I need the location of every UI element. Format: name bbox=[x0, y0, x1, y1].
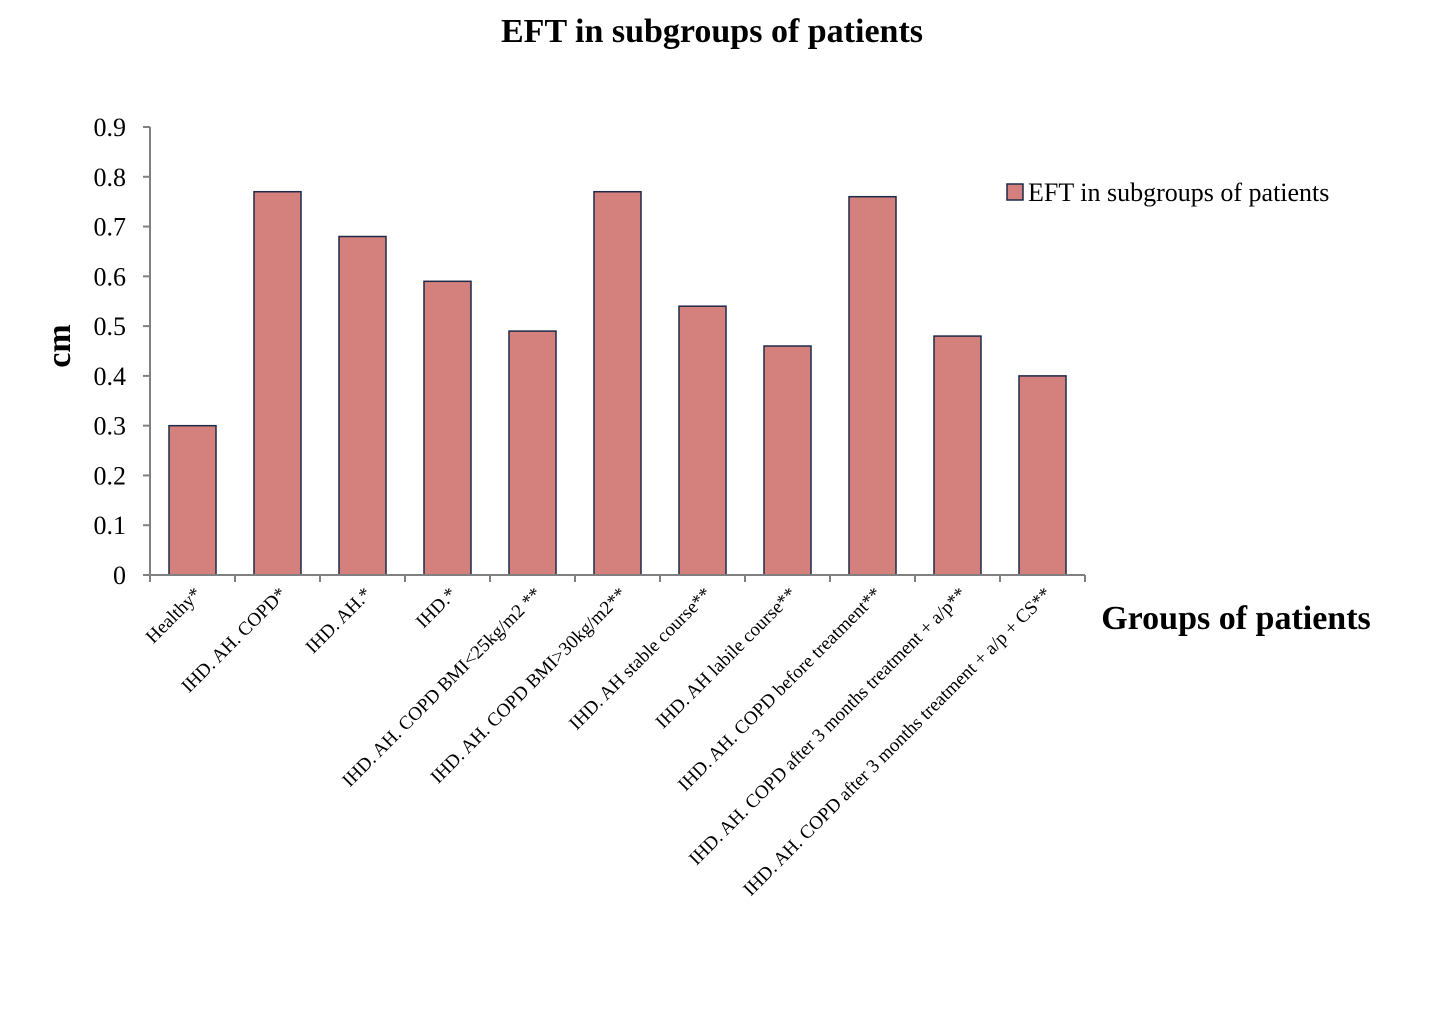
bar-6 bbox=[678, 305, 727, 576]
y-tick-label-5: 0.5 bbox=[94, 312, 127, 341]
y-tick-label-2: 0.2 bbox=[94, 461, 127, 490]
x-tick-label-3: IHD.* bbox=[412, 584, 461, 633]
legend: EFT in subgroups of patients bbox=[1006, 178, 1329, 207]
y-tick-label-9: 0.9 bbox=[94, 113, 127, 142]
x-tick-label-2: IHD. AH.* bbox=[302, 584, 376, 658]
y-ticks-group: 0 0.1 0.2 0.3 0.4 0.5 0.6 0.7 0.8 0.9 bbox=[94, 113, 150, 590]
x-tick-label-6: IHD. AH stable course** bbox=[565, 584, 716, 735]
chart-title: EFT in subgroups of patients bbox=[501, 13, 923, 50]
bar-7 bbox=[763, 345, 812, 576]
y-tick-label-0: 0 bbox=[113, 561, 126, 590]
y-tick-label-8: 0.8 bbox=[94, 163, 127, 192]
x-axis-title: Groups of patients bbox=[1101, 600, 1371, 637]
legend-label: EFT in subgroups of patients bbox=[1028, 178, 1329, 207]
bar-2 bbox=[338, 235, 387, 576]
x-tick-label-0: Healthy* bbox=[142, 584, 206, 648]
y-tick-label-4: 0.4 bbox=[94, 362, 127, 391]
bar-1 bbox=[253, 190, 302, 576]
bar-0 bbox=[168, 424, 217, 576]
bar-3 bbox=[423, 280, 472, 576]
bars-group bbox=[168, 190, 1067, 576]
bar-8 bbox=[848, 195, 897, 576]
bar-5 bbox=[593, 190, 642, 576]
axes-group bbox=[149, 127, 1085, 576]
y-axis-title: cm bbox=[41, 324, 78, 367]
bar-9 bbox=[933, 335, 982, 576]
y-tick-label-3: 0.3 bbox=[94, 412, 127, 441]
x-ticks-group: Healthy*IHD. AH. COPD* IHD. AH.* IHD.*IHD.… bbox=[142, 575, 1086, 901]
y-tick-label-1: 0.1 bbox=[94, 511, 127, 540]
legend-swatch bbox=[1006, 183, 1024, 201]
bar-10 bbox=[1018, 375, 1067, 576]
x-tick-label-7: IHD. AH labile course** bbox=[652, 584, 801, 733]
y-tick-label-7: 0.7 bbox=[94, 213, 127, 242]
x-tick-label-10: IHD. AH. COPD after 3 months treatment +… bbox=[739, 584, 1056, 901]
bar-4 bbox=[508, 330, 557, 576]
y-tick-label-6: 0.6 bbox=[94, 262, 127, 291]
